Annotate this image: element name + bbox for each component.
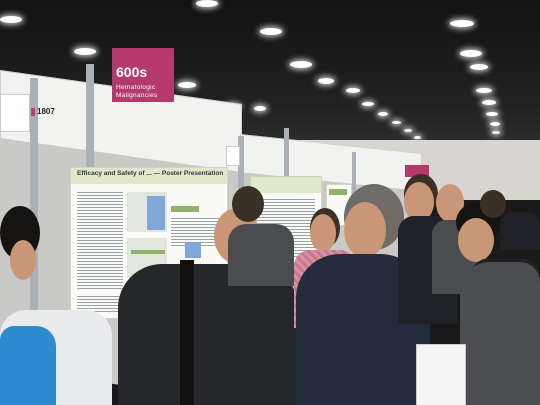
ceiling-light bbox=[392, 121, 401, 124]
ceiling-light bbox=[490, 122, 500, 126]
attendee-far-right bbox=[470, 190, 540, 250]
poster-title-band bbox=[251, 177, 321, 193]
ceiling-light bbox=[290, 61, 312, 68]
panel-pole bbox=[30, 78, 38, 328]
ceiling-light bbox=[196, 0, 218, 7]
ceiling-light bbox=[486, 112, 498, 116]
ceiling-light bbox=[404, 129, 412, 132]
ceiling-light bbox=[492, 131, 500, 134]
attendee-back bbox=[228, 186, 294, 286]
poster-figure bbox=[329, 189, 347, 195]
ceiling-light bbox=[178, 82, 196, 88]
ceiling-light bbox=[470, 64, 488, 70]
poster-figure bbox=[185, 242, 201, 258]
poster-figure bbox=[131, 250, 165, 254]
poster-figure bbox=[171, 206, 199, 212]
ceiling-light bbox=[414, 136, 421, 139]
ceiling-light bbox=[0, 16, 22, 23]
poster-text bbox=[171, 216, 219, 246]
pinned-paper bbox=[0, 94, 30, 132]
ceiling-light bbox=[346, 88, 360, 93]
ceiling-light bbox=[318, 78, 334, 84]
handheld-card bbox=[416, 344, 466, 405]
poster-text bbox=[77, 190, 123, 290]
attendee-foreground-right bbox=[460, 262, 540, 405]
sign-number: 600s bbox=[116, 64, 148, 80]
ceiling-light bbox=[260, 28, 282, 35]
poster-figure bbox=[147, 196, 165, 230]
ceiling-light bbox=[378, 112, 388, 116]
pinned-paper bbox=[226, 146, 240, 166]
sign-subtitle: Hematologic Malignancies bbox=[116, 84, 158, 99]
panel-pole bbox=[352, 152, 356, 212]
poster-title: Efficacy and Safety of ... — Poster Pres… bbox=[77, 170, 223, 177]
attendee-left bbox=[0, 206, 112, 405]
category-sign: 600s Hematologic Malignancies bbox=[112, 48, 174, 102]
booth-number: 1807 bbox=[31, 107, 55, 116]
ceiling-light bbox=[450, 20, 474, 27]
ceiling-light bbox=[482, 100, 496, 105]
ceiling-light bbox=[74, 48, 96, 55]
ceiling-light bbox=[476, 88, 492, 93]
ceiling-light bbox=[254, 106, 266, 111]
ceiling-light bbox=[460, 50, 482, 57]
poster-title-band bbox=[71, 168, 227, 184]
ceiling-light bbox=[362, 102, 374, 106]
